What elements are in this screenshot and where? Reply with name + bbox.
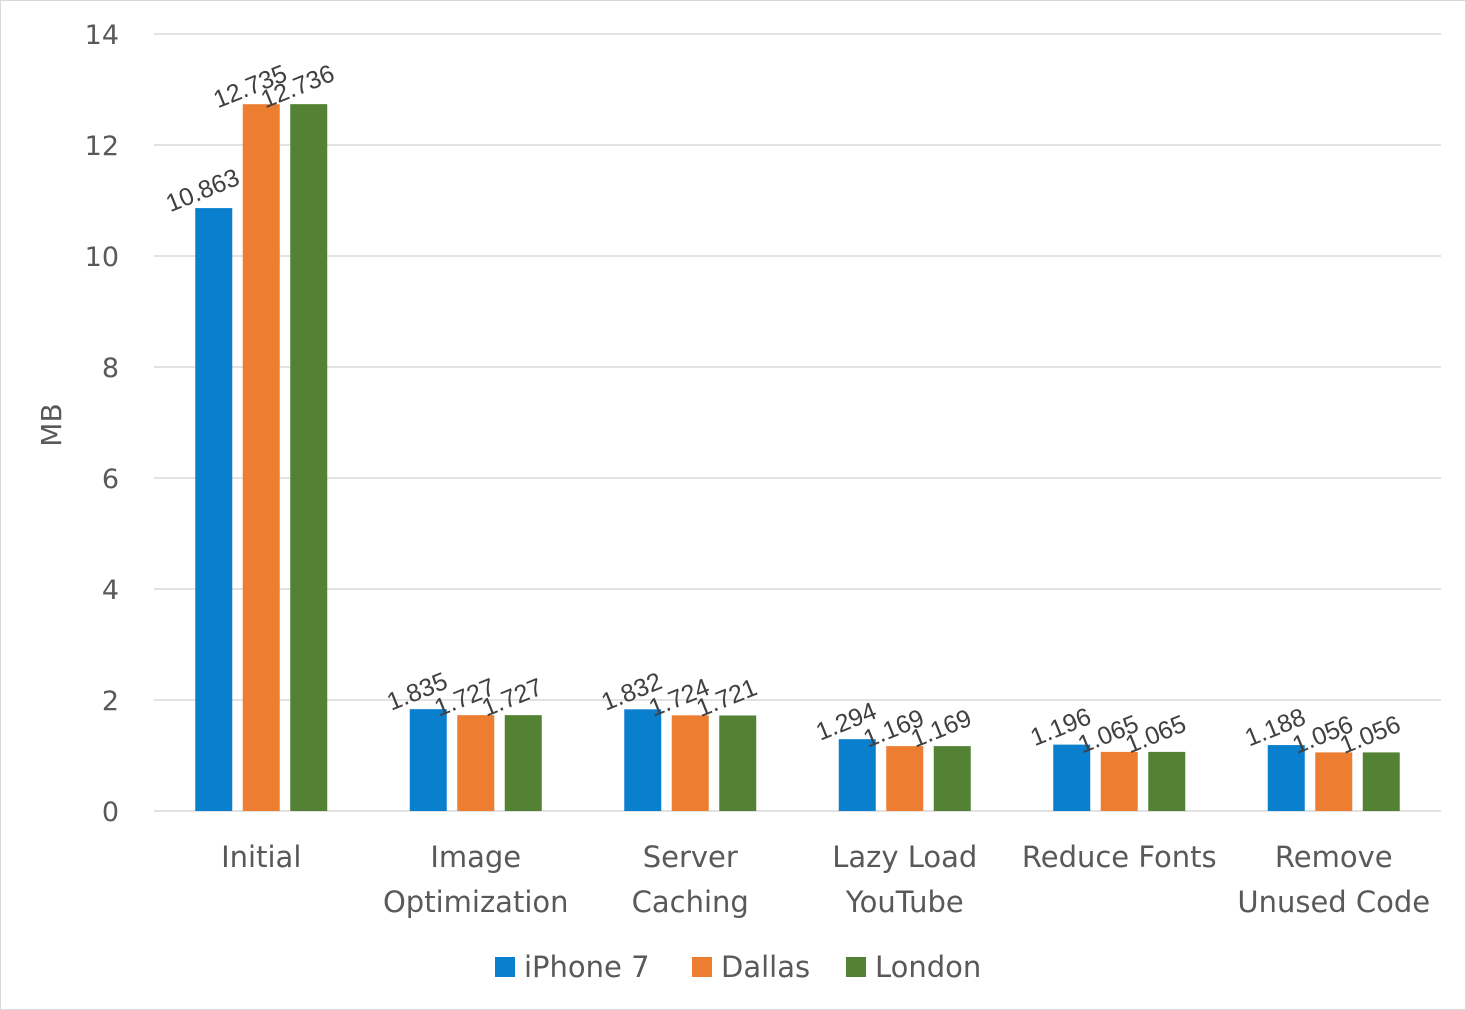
- legend-label: Dallas: [721, 950, 810, 984]
- category-label: Unused Code: [1237, 885, 1430, 919]
- bar: [671, 715, 709, 811]
- category-label: YouTube: [845, 885, 964, 919]
- bar: [1267, 745, 1305, 811]
- y-tick-label: 2: [102, 686, 119, 717]
- bar: [933, 746, 971, 811]
- legend-label: London: [875, 950, 981, 984]
- y-axis-ticks: 0 2 4 6 8 10 12 14: [85, 20, 119, 828]
- y-tick-label: 14: [85, 20, 119, 51]
- bar: [1148, 751, 1186, 811]
- bar: [457, 715, 495, 811]
- y-tick-label: 4: [102, 575, 119, 606]
- category-label: Remove: [1275, 840, 1393, 874]
- bar: [242, 104, 280, 811]
- bar: [409, 709, 447, 811]
- legend-swatch: [692, 957, 712, 977]
- legend: iPhone 7 Dallas London: [495, 950, 981, 984]
- category-label: Optimization: [383, 885, 569, 919]
- bar: [195, 208, 233, 811]
- legend-swatch: [846, 957, 866, 977]
- category-label: Reduce Fonts: [1022, 840, 1217, 874]
- bars: [195, 104, 1400, 812]
- bar: [838, 739, 876, 811]
- y-tick-label: 10: [85, 242, 119, 273]
- category-label: Lazy Load: [832, 840, 977, 874]
- category-labels: Initial Image Optimization Server Caching Laz…: [221, 840, 1430, 919]
- bar: [886, 746, 924, 811]
- y-axis-label: MB: [35, 403, 68, 446]
- y-tick-label: 12: [85, 131, 119, 162]
- bar: [719, 715, 757, 811]
- y-tick-label: 0: [102, 797, 119, 828]
- y-tick-label: 8: [102, 353, 119, 384]
- category-label: Caching: [632, 885, 749, 919]
- bar: [1315, 752, 1353, 811]
- bar: [1053, 744, 1091, 811]
- gridlines: [154, 33, 1441, 812]
- bar: [624, 709, 662, 811]
- legend-label: iPhone 7: [524, 950, 650, 984]
- bar: [1100, 751, 1138, 811]
- bar: [1362, 752, 1400, 811]
- category-label: Initial: [221, 840, 301, 874]
- y-tick-label: 6: [102, 464, 119, 495]
- category-label: Image: [430, 840, 521, 874]
- bar: [504, 715, 542, 811]
- bar: [290, 104, 328, 812]
- category-label: Server: [643, 840, 738, 874]
- legend-swatch: [495, 957, 515, 977]
